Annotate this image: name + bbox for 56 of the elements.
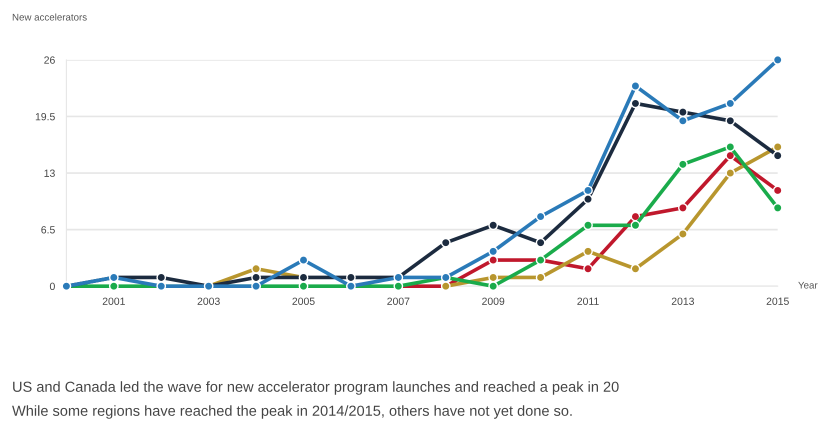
text: While some regions have reached the peak in 2014/2015, others have not yet done so.: [12, 405, 572, 419]
point: [536, 272, 546, 282]
point: [772, 150, 783, 160]
x-tick-label: 2001: [102, 298, 125, 305]
point: [583, 194, 593, 204]
y-tick-label: 13: [44, 170, 55, 177]
point: [583, 264, 593, 274]
point: [678, 229, 688, 239]
y-tick-label: 19.5: [36, 112, 55, 120]
x-tick-label: 2007: [387, 298, 410, 305]
y-tick-label: 6.5: [41, 226, 55, 234]
point: [488, 220, 498, 230]
point: [156, 272, 166, 282]
y-axis-title: New accelerators: [12, 13, 87, 21]
y-tick-label: 26: [44, 56, 55, 64]
x-tick-label: 2015: [766, 298, 789, 305]
point: [678, 202, 688, 213]
x-axis-title: Year: [798, 282, 818, 289]
x-tick-label: 2009: [482, 298, 504, 305]
text: US and Canada led the wave for new accelerator program launches and reached a peak in 20: [13, 381, 619, 395]
point: [488, 246, 498, 256]
point: [772, 186, 783, 196]
point: [725, 168, 736, 178]
point: [536, 238, 546, 248]
point: [772, 202, 783, 213]
point: [630, 220, 640, 230]
point: [725, 116, 736, 126]
point: [772, 142, 783, 152]
point: [630, 98, 640, 108]
point: [772, 55, 783, 65]
x-tick-label: 2011: [577, 298, 599, 305]
x-tick-label: 2013: [672, 298, 694, 305]
point: [583, 246, 593, 256]
point: [583, 186, 593, 196]
point: [298, 281, 308, 292]
point: [488, 255, 498, 265]
point: [630, 81, 640, 91]
point: [108, 281, 119, 292]
point: [298, 255, 308, 265]
point: [346, 272, 356, 282]
point: [678, 116, 688, 126]
y-tick-label: 0: [50, 282, 55, 290]
point: [251, 272, 261, 282]
point: [536, 212, 546, 222]
point: [678, 159, 688, 170]
point: [583, 220, 593, 230]
point: [488, 281, 498, 292]
point: [488, 272, 498, 282]
point: [725, 98, 736, 108]
x-tick-label: 2005: [292, 298, 315, 305]
point: [678, 107, 688, 117]
point: [630, 264, 640, 274]
point: [440, 238, 451, 248]
point: [251, 264, 261, 274]
x-tick-label: 2003: [198, 298, 220, 305]
point: [725, 142, 736, 152]
